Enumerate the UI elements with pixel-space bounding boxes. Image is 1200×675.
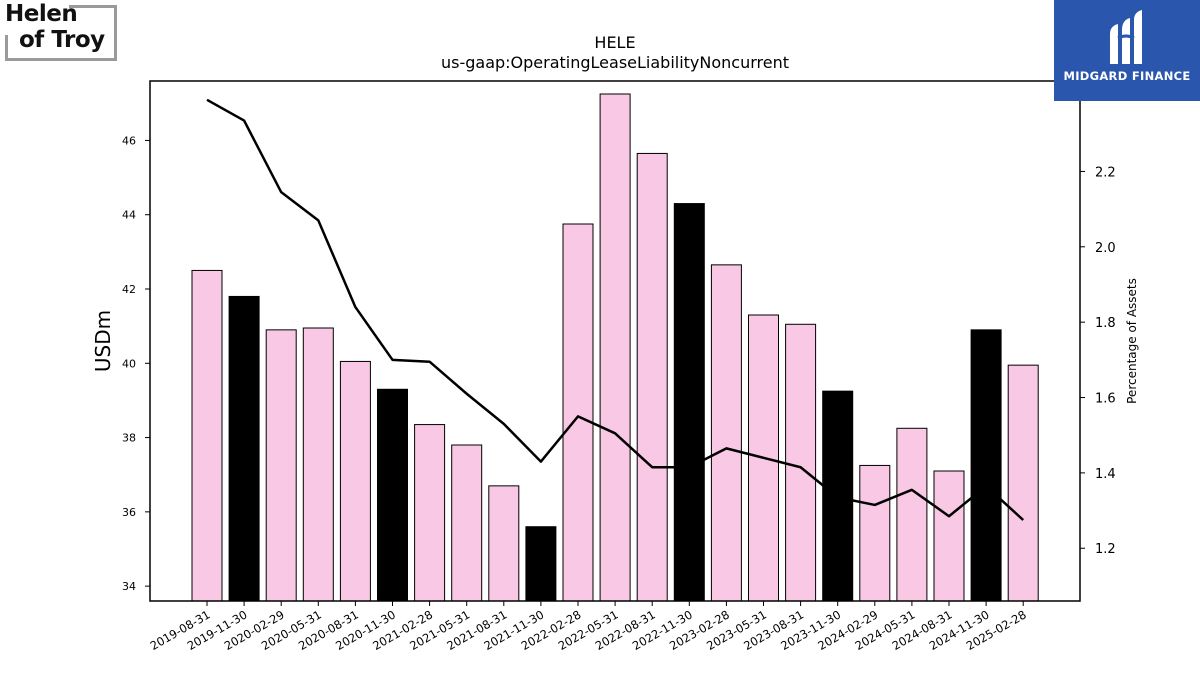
bar: [302, 327, 334, 602]
y-axis-label: USDm: [91, 310, 115, 372]
midgard-mark-icon: [1110, 10, 1142, 64]
y-tick-label: 40: [122, 357, 136, 370]
y2-tick-label: 1.6: [1095, 392, 1116, 407]
bar: [414, 424, 446, 602]
y-tick-label: 46: [122, 134, 136, 147]
y2-tick-label: 2.2: [1095, 165, 1116, 180]
bar: [451, 444, 483, 602]
y2-tick-label: 1.4: [1095, 467, 1116, 482]
bar: [228, 295, 260, 602]
bar: [265, 329, 297, 602]
logo-brand-text: MIDGARD FINANCE: [1063, 69, 1191, 83]
chart-title: HELE: [594, 33, 635, 52]
y2-axis-label: Percentage of Assets: [1125, 278, 1139, 404]
bar: [785, 323, 817, 602]
midgard-finance-logo: MIDGARD FINANCE: [1054, 0, 1200, 101]
bar: [1007, 364, 1039, 602]
bar: [859, 464, 891, 602]
bar: [377, 388, 408, 602]
bar: [599, 93, 631, 602]
y2-tick-label: 2.0: [1095, 241, 1116, 256]
y-tick-label: 36: [122, 506, 136, 519]
logo-frame-left: [5, 35, 8, 61]
bar: [970, 329, 1002, 602]
line-group: [206, 98, 1025, 521]
y-tick-label: 42: [122, 283, 136, 296]
y2-tick-label: 1.8: [1095, 316, 1116, 331]
y-tick-label: 44: [122, 209, 136, 222]
y-tick-label: 34: [122, 580, 136, 593]
bar: [525, 526, 557, 602]
bar: [488, 485, 520, 602]
logo-line-2: of Troy: [19, 27, 105, 53]
logo-line-1: Helen: [5, 1, 78, 27]
bar: [673, 203, 705, 602]
bar: [896, 427, 928, 602]
bars-group: [191, 93, 1039, 602]
bar: [636, 152, 668, 602]
y-tick-label: 38: [122, 432, 136, 445]
y2-tick-label: 1.2: [1095, 542, 1116, 557]
logo-frame-top: [69, 5, 117, 8]
bar: [933, 470, 965, 602]
bar: [191, 269, 223, 602]
helen-of-troy-logo: Helen of Troy: [5, 1, 117, 61]
bar: [562, 223, 594, 602]
bar: [710, 264, 742, 602]
chart-subtitle: us-gaap:OperatingLeaseLiabilityNoncurren…: [441, 53, 789, 72]
percentage-line: [206, 98, 1025, 521]
bar: [339, 360, 371, 602]
